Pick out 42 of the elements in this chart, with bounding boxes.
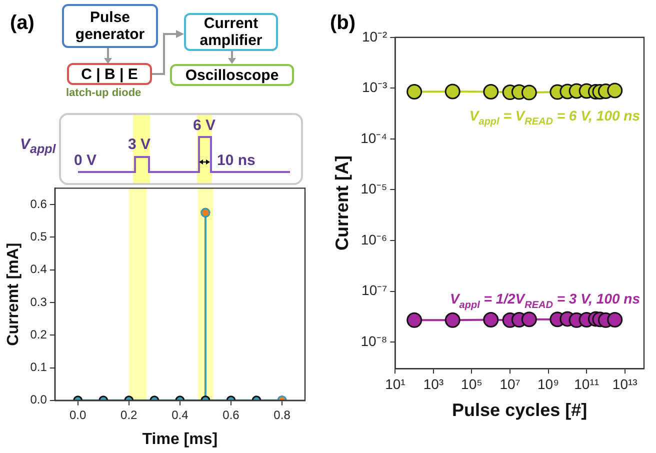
text: 10 ns	[217, 152, 256, 169]
y-tick-label: 0.4	[30, 262, 48, 276]
x-tick-label: 10³	[423, 376, 444, 392]
x-tick-label: 10⁹	[538, 376, 560, 392]
x-tick-label: 10⁷	[500, 376, 520, 392]
y-tick-label: 10⁻²	[362, 28, 388, 44]
text: Pulse generator	[62, 4, 158, 48]
text: 3 V	[128, 136, 151, 153]
y-tick-label: 10⁻⁵	[360, 180, 388, 197]
x-tick-label: 10¹¹	[574, 376, 600, 392]
text: 6 V	[193, 117, 216, 134]
x-axis-title: Time [ms]	[142, 430, 218, 448]
y-tick-label: 0.0	[30, 392, 48, 407]
y-tick-label: 0.6	[30, 196, 48, 211]
y-tick-label: 10⁻³	[362, 79, 388, 96]
text: V$_{appl}$	[20, 136, 56, 156]
y-axis-title: Current [A]	[332, 156, 352, 250]
y-tick-label: 0.2	[30, 327, 48, 342]
y-tick-label: 10⁻⁷	[362, 282, 388, 298]
y-tick-label: 0.5	[30, 229, 48, 244]
text: 0 V	[74, 152, 97, 169]
text: Oscilloscope	[170, 64, 294, 86]
x-tick-label: 0.6	[222, 408, 240, 422]
x-tick-label: 0.8	[274, 408, 291, 422]
x-tick-label: 0.2	[120, 408, 138, 422]
text: C | B | E	[67, 63, 152, 85]
y-axis-title: Curremt [mA]	[5, 242, 22, 346]
x-axis-title: Pulse cycles [#]	[452, 400, 588, 420]
y-tick-label: 10⁻⁶	[360, 231, 388, 248]
y-tick-label: 10⁻⁴	[360, 130, 388, 146]
y-tick-label: 10⁻⁸	[360, 332, 388, 349]
y-tick-label: 0.3	[30, 294, 48, 309]
text: (b)	[330, 12, 356, 35]
x-tick-label: 0.4	[172, 408, 189, 422]
x-tick-label: 10¹³	[612, 376, 638, 392]
x-tick-label: 0.0	[70, 408, 87, 422]
text: latch-up diode	[66, 87, 142, 99]
x-tick-label: 10¹	[385, 376, 406, 392]
x-tick-label: 10⁵	[461, 376, 482, 392]
text: (a)	[10, 12, 34, 35]
y-tick-label: 0.1	[30, 360, 48, 374]
text: Current amplifier	[184, 13, 278, 51]
